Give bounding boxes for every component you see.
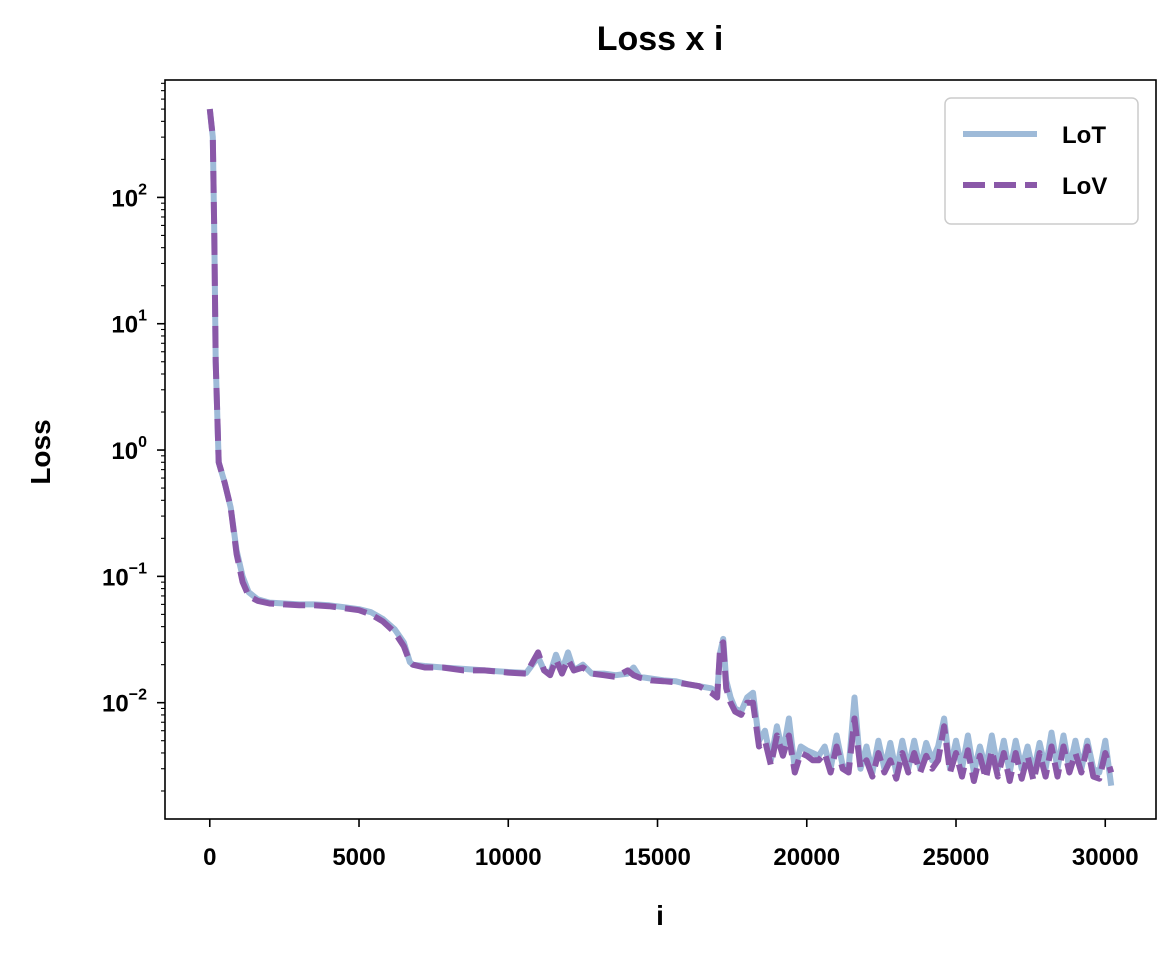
x-tick-label: 5000 (332, 844, 385, 871)
series-line-lov (206, 108, 1115, 784)
x-tick-label: 20000 (773, 844, 840, 871)
legend-label-lov: LoV (1062, 173, 1107, 200)
y-tick-label: 10−2 (102, 687, 147, 718)
x-tick-label: 10000 (475, 844, 542, 871)
y-tick-label: 100 (111, 434, 147, 465)
y-tick-label: 10−1 (102, 560, 147, 591)
x-tick-label: 25000 (923, 844, 990, 871)
x-tick-label: 15000 (624, 844, 691, 871)
legend-label-lot: LoT (1062, 122, 1106, 149)
y-axis: 10−2 10−1 100 101 102 (102, 82, 165, 792)
x-tick-label: 0 (203, 844, 216, 871)
x-tick-label: 30000 (1072, 844, 1139, 871)
series-layer (206, 108, 1115, 787)
y-tick-label: 101 (111, 308, 147, 339)
y-tick-label: 102 (111, 181, 147, 212)
legend-box (944, 97, 1139, 225)
x-axis: 0 5000 10000 15000 20000 25000 30000 (203, 819, 1139, 871)
legend: LoT LoV (944, 97, 1139, 225)
x-axis-label: i (656, 900, 664, 931)
chart-title: Loss x i (597, 20, 724, 58)
y-axis-label: Loss (25, 419, 56, 484)
